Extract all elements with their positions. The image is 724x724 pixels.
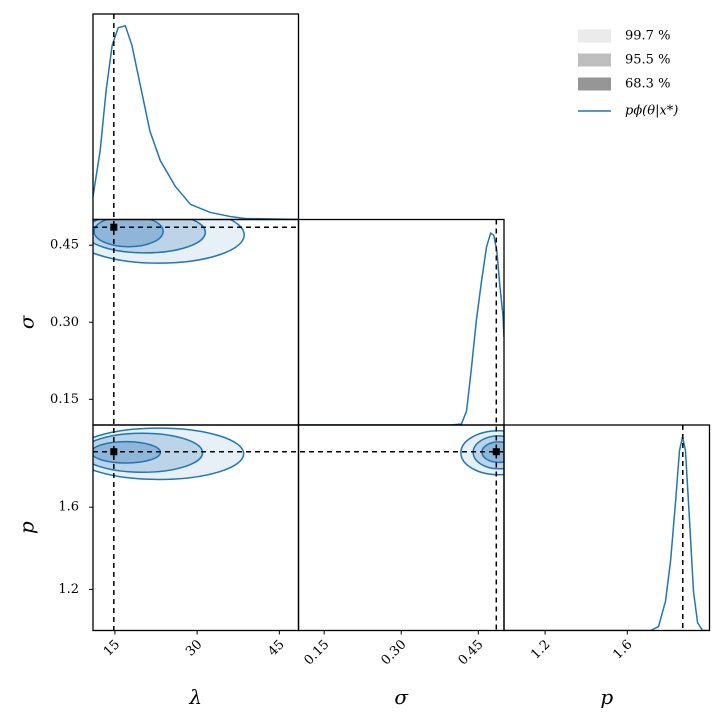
y-axis-label: σ (15, 314, 39, 329)
panel (298, 232, 504, 425)
panel-frame (503, 424, 711, 632)
y-tick-label: 0.30 (50, 315, 79, 330)
x-tick-label: 30 (183, 637, 205, 659)
panel-frame (92, 13, 300, 221)
true-marker (492, 448, 500, 456)
contour (93, 219, 164, 248)
panel (93, 219, 245, 264)
true-marker (110, 448, 118, 456)
y-tick-label: 1.6 (58, 500, 79, 515)
panel (504, 436, 710, 631)
legend-label: pϕ(θ|x*) (625, 104, 678, 119)
panel-frame (297, 218, 505, 426)
x-tick-label: 45 (265, 637, 287, 659)
legend-label: 68.3 % (625, 77, 670, 92)
x-tick-label: 0.15 (301, 637, 332, 668)
x-tick-label: 0.45 (456, 637, 487, 668)
legend-swatch (578, 53, 611, 67)
legend-label: 99.7 % (625, 29, 670, 44)
x-tick-label: 15 (101, 637, 123, 659)
x-tick-label: 1.2 (528, 637, 553, 662)
y-tick-label: 0.15 (50, 392, 79, 407)
x-tick-label: 1.6 (610, 637, 635, 662)
legend-swatch (578, 77, 611, 91)
legend-label: 95.5 % (625, 53, 670, 68)
marginal-line (504, 436, 710, 631)
marginal-line (93, 24, 299, 220)
y-tick-label: 0.45 (50, 238, 79, 253)
y-tick-label: 1.2 (58, 582, 79, 597)
x-axis-label: σ (394, 685, 409, 709)
x-axis-label: p (600, 685, 613, 709)
legend-swatch (578, 29, 611, 43)
true-marker (110, 223, 118, 231)
panel (93, 24, 299, 220)
y-axis-label: p (15, 521, 39, 534)
x-axis-label: λ (188, 685, 202, 709)
x-tick-label: 0.30 (378, 637, 409, 668)
marginal-line (298, 232, 504, 425)
panel (93, 427, 245, 481)
